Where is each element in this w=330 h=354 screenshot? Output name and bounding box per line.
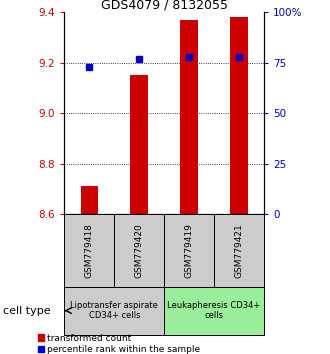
Bar xyxy=(114,214,164,287)
Bar xyxy=(181,20,198,214)
Bar xyxy=(81,187,98,214)
Bar xyxy=(130,75,148,214)
Text: GSM779420: GSM779420 xyxy=(135,223,144,278)
Text: GSM779421: GSM779421 xyxy=(235,223,244,278)
Bar xyxy=(64,214,114,287)
Bar xyxy=(64,287,164,335)
Legend: transformed count, percentile rank within the sample: transformed count, percentile rank withi… xyxy=(38,333,201,354)
Text: Leukapheresis CD34+
cells: Leukapheresis CD34+ cells xyxy=(167,301,261,320)
Bar xyxy=(164,287,264,335)
Title: GDS4079 / 8132055: GDS4079 / 8132055 xyxy=(101,0,228,11)
Text: Lipotransfer aspirate
CD34+ cells: Lipotransfer aspirate CD34+ cells xyxy=(70,301,158,320)
Text: cell type: cell type xyxy=(3,306,51,316)
Bar xyxy=(164,214,214,287)
Bar xyxy=(230,17,248,214)
Text: GSM779419: GSM779419 xyxy=(184,223,194,278)
Text: GSM779418: GSM779418 xyxy=(85,223,94,278)
Bar xyxy=(214,214,264,287)
